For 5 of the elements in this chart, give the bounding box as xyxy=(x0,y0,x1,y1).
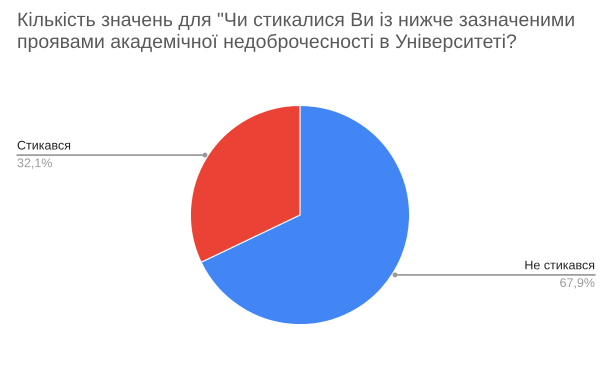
slice-label: Не стикався xyxy=(525,260,594,270)
chart-title: Кількість значень для "Чи стикалися Ви із нижче зазначеними проявами академічної недоброчесності в Університеті? xyxy=(18,12,574,52)
data-label: 67,9% xyxy=(560,278,595,289)
slice-label: Стикався xyxy=(18,140,70,150)
data-label: 32,1% xyxy=(17,158,52,169)
